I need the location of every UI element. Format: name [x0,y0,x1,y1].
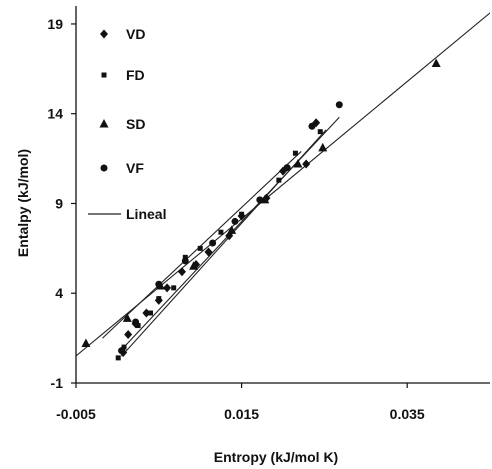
point-sd [431,58,441,67]
point-vf [132,318,140,326]
point-vf [181,257,189,265]
point-fd [156,296,162,302]
y-tick-label: 14 [47,106,63,122]
point-sd [189,261,199,270]
point-vd [124,330,133,340]
legend-label-fd: FD [126,67,145,83]
x-tick-label: -0.005 [56,406,96,422]
legend-symbol-vf [100,164,108,172]
legend-label-lineal: Lineal [126,206,166,222]
ticks: -0.005 0.015 0.035 -1 4 9 14 19 [47,16,425,422]
point-fd [317,129,323,135]
x-tick-label: 0.035 [390,406,425,422]
legend-label-vd: VD [126,26,145,42]
axes [75,6,490,384]
point-vd [302,159,311,169]
point-vf [231,217,239,225]
point-sd [122,313,132,322]
point-fd [239,211,245,217]
point-vf [118,347,126,355]
point-fd [115,355,121,361]
legend-symbol-vd [100,29,108,39]
y-axis-title: Entalpy (kJ/mol) [15,149,31,257]
point-vf [335,101,343,109]
y-tick-label: -1 [51,375,64,391]
legend-label-vf: VF [126,160,144,176]
point-fd [276,177,282,183]
point-vd [204,247,213,257]
point-fd [171,285,177,291]
point-vd [163,283,172,293]
point-vf [155,280,163,288]
y-tick-label: 9 [55,195,63,211]
y-tick-label: 19 [47,16,63,32]
legend-symbol-sd [99,119,109,128]
legend-label-sd: SD [126,116,145,132]
y-tick-label: 4 [55,285,63,301]
x-axis-title: Entropy (kJ/mol K) [214,449,338,465]
point-fd [197,245,203,251]
point-sd [227,225,237,234]
data-points [81,58,441,361]
point-vf [283,164,291,172]
point-sd [318,142,328,152]
point-vf [209,239,217,247]
point-fd [292,150,298,156]
point-fd [148,310,154,316]
point-vf [308,122,316,130]
point-fd [182,254,188,260]
point-fd [218,229,224,235]
point-fd [135,323,141,329]
point-vd [177,267,186,277]
point-sd [81,338,91,348]
point-vf [256,196,264,204]
point-sd [293,158,303,168]
legend: VD FD SD VF Lineal [88,26,166,222]
legend-symbol-fd [101,72,107,78]
point-fd [121,344,127,350]
fit-line-vf [102,151,302,339]
x-tick-label: 0.015 [224,406,259,422]
